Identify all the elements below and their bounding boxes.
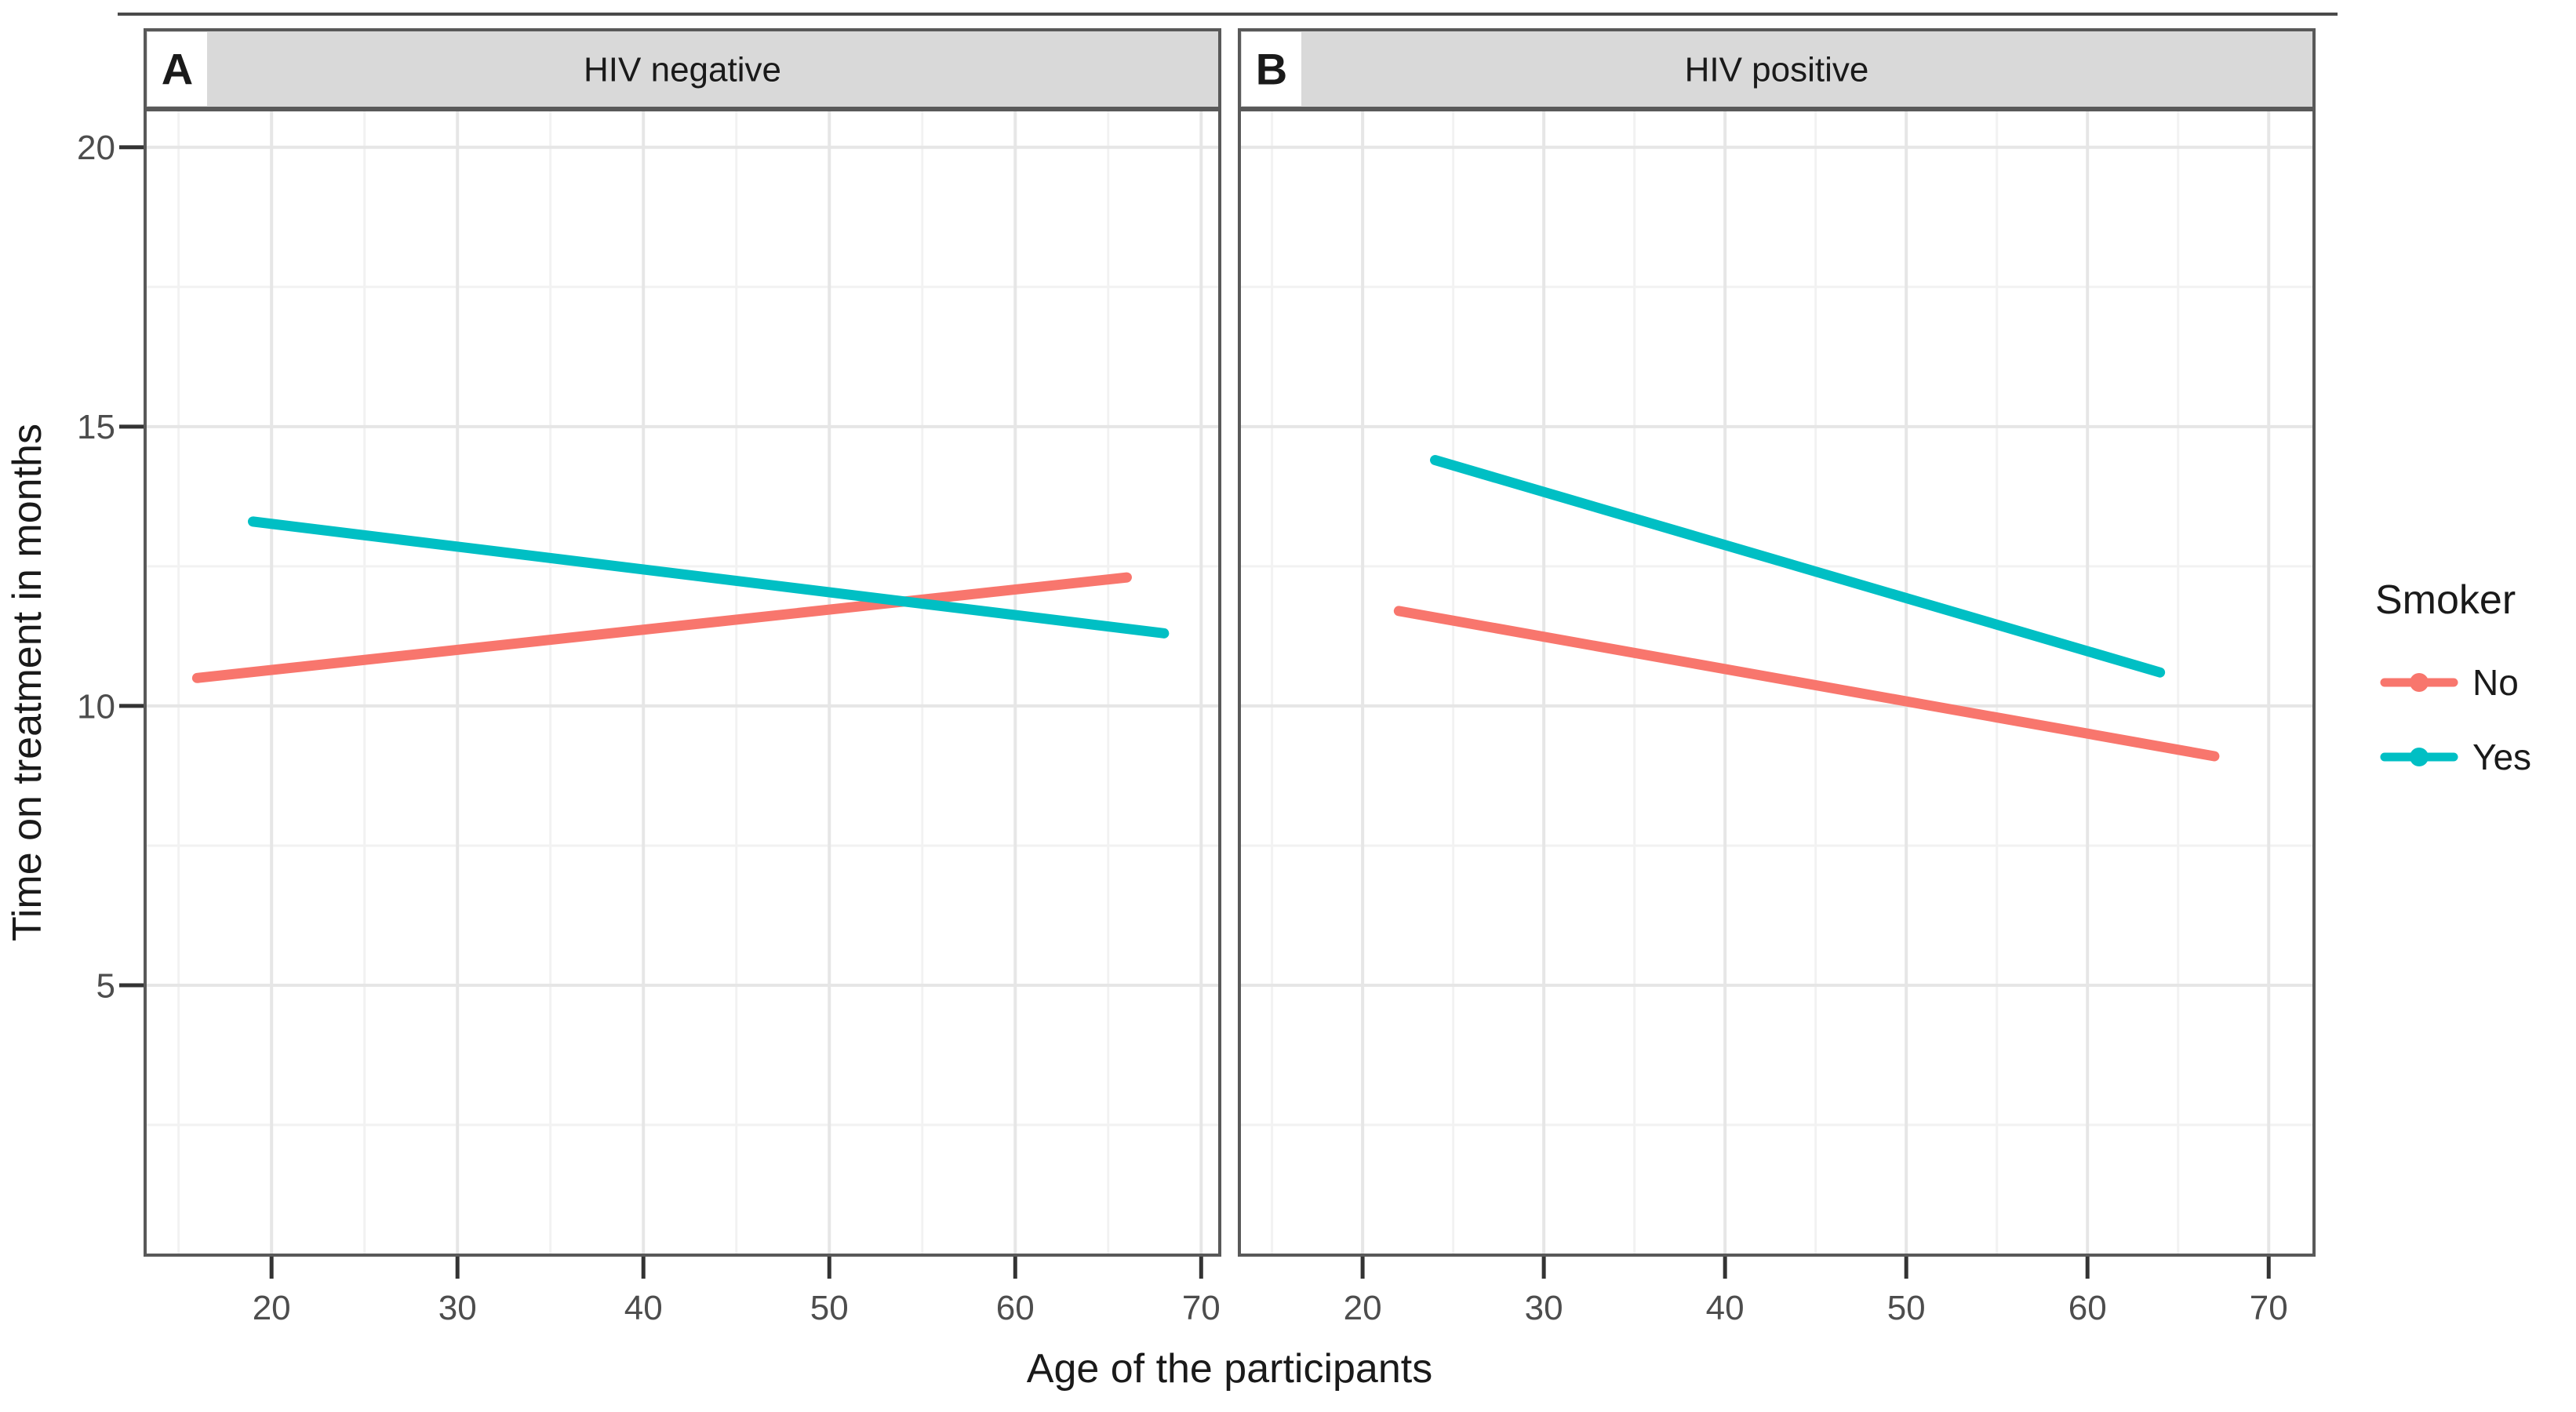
legend-key-point — [2410, 748, 2429, 766]
facet-tag-box — [1242, 32, 1301, 106]
x-tick-label: 40 — [1706, 1289, 1745, 1327]
legend-key-yes — [2380, 748, 2458, 766]
x-tick-label: 20 — [253, 1289, 291, 1327]
facet-panel-b: HIV positive B 20 30 40 50 60 70 — [1238, 28, 2316, 1327]
x-tick-label: 30 — [438, 1289, 477, 1327]
series-line-yes-smoker-panel-a — [247, 516, 1170, 639]
facet-tag-b: B — [1256, 45, 1287, 94]
x-tick-label: 70 — [2250, 1289, 2288, 1327]
x-tick-label: 50 — [1887, 1289, 1926, 1327]
legend-key-no — [2380, 673, 2458, 692]
series-line-no-smoker-panel-b — [1393, 606, 2220, 762]
facet-tag-box — [147, 32, 207, 106]
facet-strip-label: HIV negative — [584, 50, 781, 89]
facet-strip-label: HIV positive — [1685, 50, 1869, 89]
panel-background — [145, 110, 1220, 1255]
legend-key-point — [2410, 673, 2429, 692]
y-axis-title: Time on treatment in months — [5, 424, 50, 941]
x-tick-label: 60 — [996, 1289, 1035, 1327]
legend: Smoker No Yes — [2375, 577, 2531, 777]
y-tick-label: 20 — [77, 129, 115, 167]
x-tick-label: 20 — [1344, 1289, 1382, 1327]
x-tick-label: 50 — [810, 1289, 849, 1327]
legend-label-no: No — [2472, 662, 2519, 703]
y-tick-label: 5 — [96, 966, 115, 1005]
y-tick-label: 15 — [77, 408, 115, 446]
facet-strip — [1238, 28, 2316, 110]
x-tick-label: 60 — [2068, 1289, 2107, 1327]
facet-strip — [144, 28, 1221, 110]
y-tick-label: 10 — [77, 687, 115, 726]
facet-panel-a: HIV negative A 20 30 40 50 60 70 — [144, 28, 1221, 1327]
x-tick-label: 30 — [1525, 1289, 1563, 1327]
series-line-yes-smoker-panel-b — [1430, 455, 2166, 678]
series-line-no-smoker-panel-a — [191, 572, 1132, 683]
x-tick-label: 40 — [624, 1289, 663, 1327]
facet-tag-a: A — [162, 45, 193, 94]
x-axis-title: Age of the participants — [1027, 1346, 1432, 1392]
legend-title: Smoker — [2375, 577, 2516, 623]
x-tick-label: 70 — [1182, 1289, 1221, 1327]
legend-label-yes: Yes — [2472, 737, 2531, 777]
y-axis: 5 10 15 20 — [77, 129, 144, 1005]
